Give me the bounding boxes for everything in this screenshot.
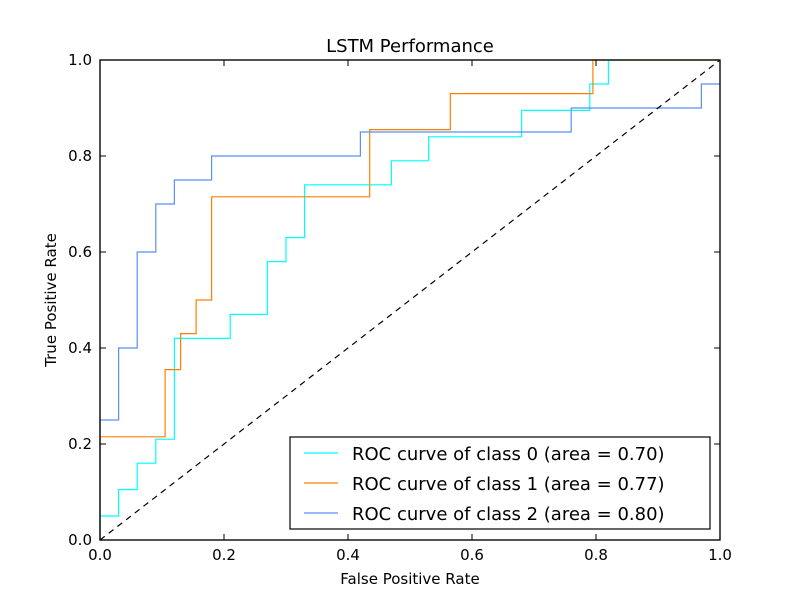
chart-title: LSTM Performance <box>326 36 494 57</box>
chance-diagonal <box>99 59 721 541</box>
y-tick-label: 0.6 <box>68 243 92 261</box>
roc-curve-class-0 <box>99 59 720 540</box>
ticks-layer: 0.0 0.2 0.4 0.6 0.8 1.0 0.0 0.2 0.4 0.6 0.8 1.0 <box>68 51 732 564</box>
y-tick-label: 0.0 <box>68 531 92 549</box>
curves-layer <box>99 59 720 540</box>
legend-label-class-1: ROC curve of class 1 (area = 0.77) <box>352 474 665 495</box>
x-tick-label: 0.6 <box>460 546 484 564</box>
y-tick-label: 0.4 <box>68 339 92 357</box>
y-tick-label: 0.8 <box>68 147 92 165</box>
x-tick-label: 0.2 <box>212 546 236 564</box>
legend: ROC curve of class 0 (area = 0.70) ROC c… <box>289 436 711 530</box>
legend-label-class-0: ROC curve of class 0 (area = 0.70) <box>352 444 665 465</box>
plot-border <box>99 59 721 541</box>
y-tick-label: 0.2 <box>68 435 92 453</box>
x-axis-label: False Positive Rate <box>340 570 479 588</box>
x-tick-label: 0.4 <box>336 546 360 564</box>
y-axis-label: True Positive Rate <box>42 233 60 368</box>
legend-label-class-2: ROC curve of class 2 (area = 0.80) <box>352 504 665 525</box>
x-tick-label: 0.8 <box>584 546 608 564</box>
roc-curve-class-1 <box>99 59 720 540</box>
y-tick-label: 1.0 <box>68 51 92 69</box>
roc-curve-class-2 <box>99 83 720 540</box>
legend-box <box>289 436 711 530</box>
x-tick-label: 1.0 <box>708 546 732 564</box>
x-tick-label: 0.0 <box>88 546 112 564</box>
